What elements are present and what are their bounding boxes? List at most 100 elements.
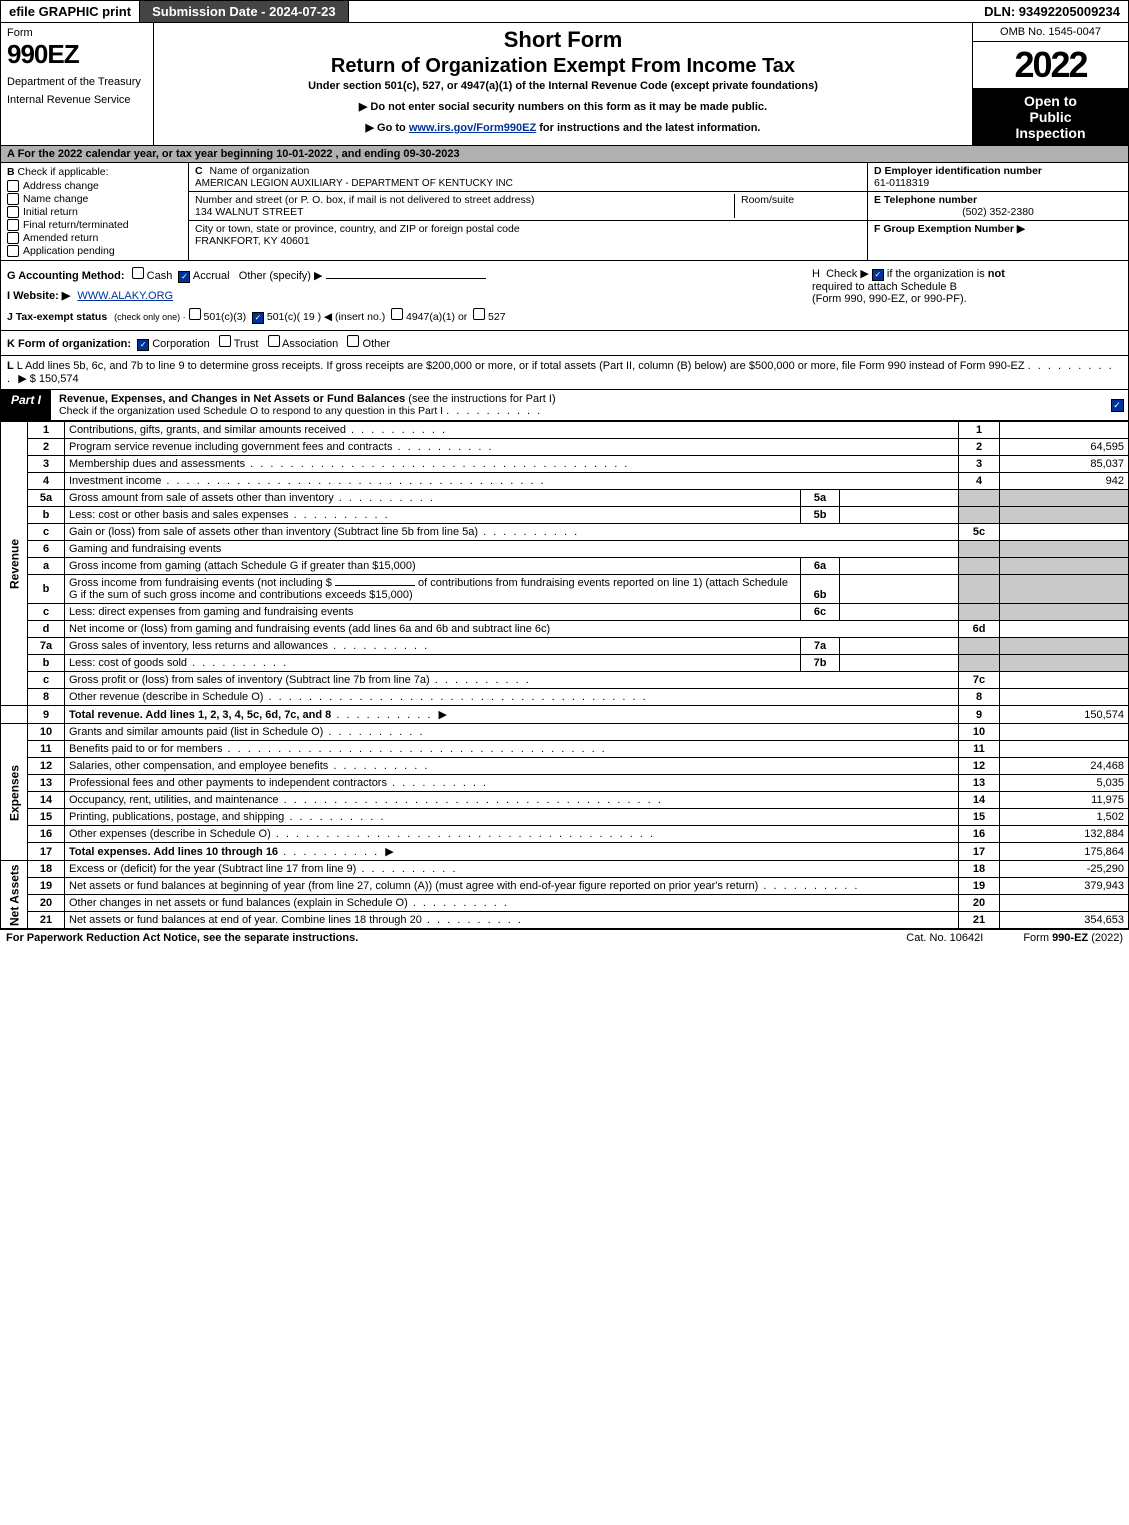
under-section: Under section 501(c), 527, or 4947(a)(1)… [160,80,966,92]
mbox-6b: 6b [801,575,840,604]
val-1 [1000,422,1129,439]
val-18: -25,290 [1000,861,1129,878]
lno-18: 18 [28,861,65,878]
row-1: Revenue 1 Contributions, gifts, grants, … [1,422,1129,439]
part1-check-wrap: ✓ [1106,390,1128,420]
other-org-label: Other [363,338,391,350]
box-12: 12 [959,758,1000,775]
f-label: F Group Exemption Number ▶ [874,223,1025,235]
box-5c: 5c [959,524,1000,541]
row-19: 19 Net assets or fund balances at beginn… [1,878,1129,895]
chk-other-org[interactable] [347,335,359,347]
efile-print-label[interactable]: efile GRAPHIC print [1,1,140,22]
i-label: I Website: ▶ [7,290,70,302]
row-17: 17 Total expenses. Add lines 10 through … [1,843,1129,861]
gi-left: G Accounting Method: Cash ✓ Accrual Othe… [1,261,806,330]
chk-corp[interactable]: ✓ [137,339,149,351]
h-not: not [988,268,1005,280]
mbox-5a: 5a [801,490,840,507]
chk-address-change[interactable]: Address change [7,180,182,192]
desc-5c: Gain or (loss) from sale of assets other… [65,524,959,541]
val-11 [1000,741,1129,758]
row-14: 14 Occupancy, rent, utilities, and maint… [1,792,1129,809]
c-city-row: City or town, state or province, country… [189,221,867,249]
lno-4: 4 [28,473,65,490]
other-specify-input[interactable] [326,278,486,279]
desc-5b: Less: cost or other basis and sales expe… [65,507,801,524]
dln-number: DLN: 93492205009234 [976,1,1128,22]
val-6a-grey [1000,558,1129,575]
box-11: 11 [959,741,1000,758]
row-18: Net Assets 18 Excess or (deficit) for th… [1,861,1129,878]
desc-7b-text: Less: cost of goods sold [69,657,187,669]
lines-table: Revenue 1 Contributions, gifts, grants, … [0,421,1129,929]
tax-year: 2022 [973,42,1128,89]
open-to: Open to [975,93,1126,109]
page-footer: For Paperwork Reduction Act Notice, see … [0,929,1129,946]
lno-7a: 7a [28,638,65,655]
box-6-grey [959,541,1000,558]
val-13: 5,035 [1000,775,1129,792]
website-link[interactable]: WWW.ALAKY.ORG [77,290,173,302]
omb-number: OMB No. 1545-0047 [973,23,1128,42]
goto-suffix: for instructions and the latest informat… [536,122,760,134]
chk-final-return[interactable]: Final return/terminated [7,219,182,231]
val-20 [1000,895,1129,912]
form-number: 990EZ [7,39,147,70]
desc-13-text: Professional fees and other payments to … [69,777,387,789]
row-3: 3 Membership dues and assessments 3 85,0… [1,456,1129,473]
chk-501c-other[interactable]: ✓ [252,312,264,324]
chk-501c3[interactable] [189,308,201,320]
chk-assoc[interactable] [268,335,280,347]
row-6a: a Gross income from gaming (attach Sched… [1,558,1129,575]
val-19: 379,943 [1000,878,1129,895]
desc-12: Salaries, other compensation, and employ… [65,758,959,775]
lno-6: 6 [28,541,65,558]
c-name-label: Name of organization [210,165,310,177]
row-13: 13 Professional fees and other payments … [1,775,1129,792]
lno-5c: c [28,524,65,541]
box-4: 4 [959,473,1000,490]
val-7a-grey [1000,638,1129,655]
chk-4947[interactable] [391,308,403,320]
return-title: Return of Organization Exempt From Incom… [160,55,966,78]
chk-amended-return[interactable]: Amended return [7,232,182,244]
h-line3: (Form 990, 990-EZ, or 990-PF). [812,293,967,305]
lno-2: 2 [28,439,65,456]
desc-5a: Gross amount from sale of assets other t… [65,490,801,507]
footer-form: Form 990-EZ (2022) [1023,932,1123,944]
city-label: City or town, state or province, country… [195,223,520,235]
lno-10: 10 [28,724,65,741]
chk-h[interactable]: ✓ [872,269,884,281]
open-public-inspection: Open to Public Inspection [973,89,1128,145]
contrib-amount-input[interactable] [335,585,415,586]
irs-link[interactable]: www.irs.gov/Form990EZ [409,122,536,134]
chk-trust[interactable] [219,335,231,347]
chk-527[interactable] [473,308,485,320]
lno-13: 13 [28,775,65,792]
mval-6a [840,558,959,575]
i-row: I Website: ▶ WWW.ALAKY.ORG [7,289,800,302]
row-10: Expenses 10 Grants and similar amounts p… [1,724,1129,741]
chk-accrual[interactable]: ✓ [178,271,190,283]
chk-application-pending[interactable]: Application pending [7,245,182,257]
c3-label: 501(c)(3) [203,311,246,323]
side-revenue: Revenue [1,422,28,706]
part1-title-wrap: Revenue, Expenses, and Changes in Net As… [51,390,1106,420]
chk-cash[interactable] [132,267,144,279]
part1-check[interactable]: ✓ [1111,399,1124,412]
org-name: AMERICAN LEGION AUXILIARY - DEPARTMENT O… [195,178,513,189]
goto-prefix: ▶ Go to [366,122,409,134]
chk-initial-return[interactable]: Initial return [7,206,182,218]
val-10 [1000,724,1129,741]
lno-3: 3 [28,456,65,473]
topbar-spacer [349,1,977,22]
desc-5c-text: Gain or (loss) from sale of assets other… [69,526,478,538]
c-street-row: Number and street (or P. O. box, if mail… [189,192,867,221]
footer-form-pre: Form [1023,932,1052,944]
chk-name-change[interactable]: Name change [7,193,182,205]
row-6d: d Net income or (loss) from gaming and f… [1,621,1129,638]
lno-12: 12 [28,758,65,775]
row-16: 16 Other expenses (describe in Schedule … [1,826,1129,843]
k-row: K Form of organization: ✓ Corporation Tr… [0,331,1129,356]
